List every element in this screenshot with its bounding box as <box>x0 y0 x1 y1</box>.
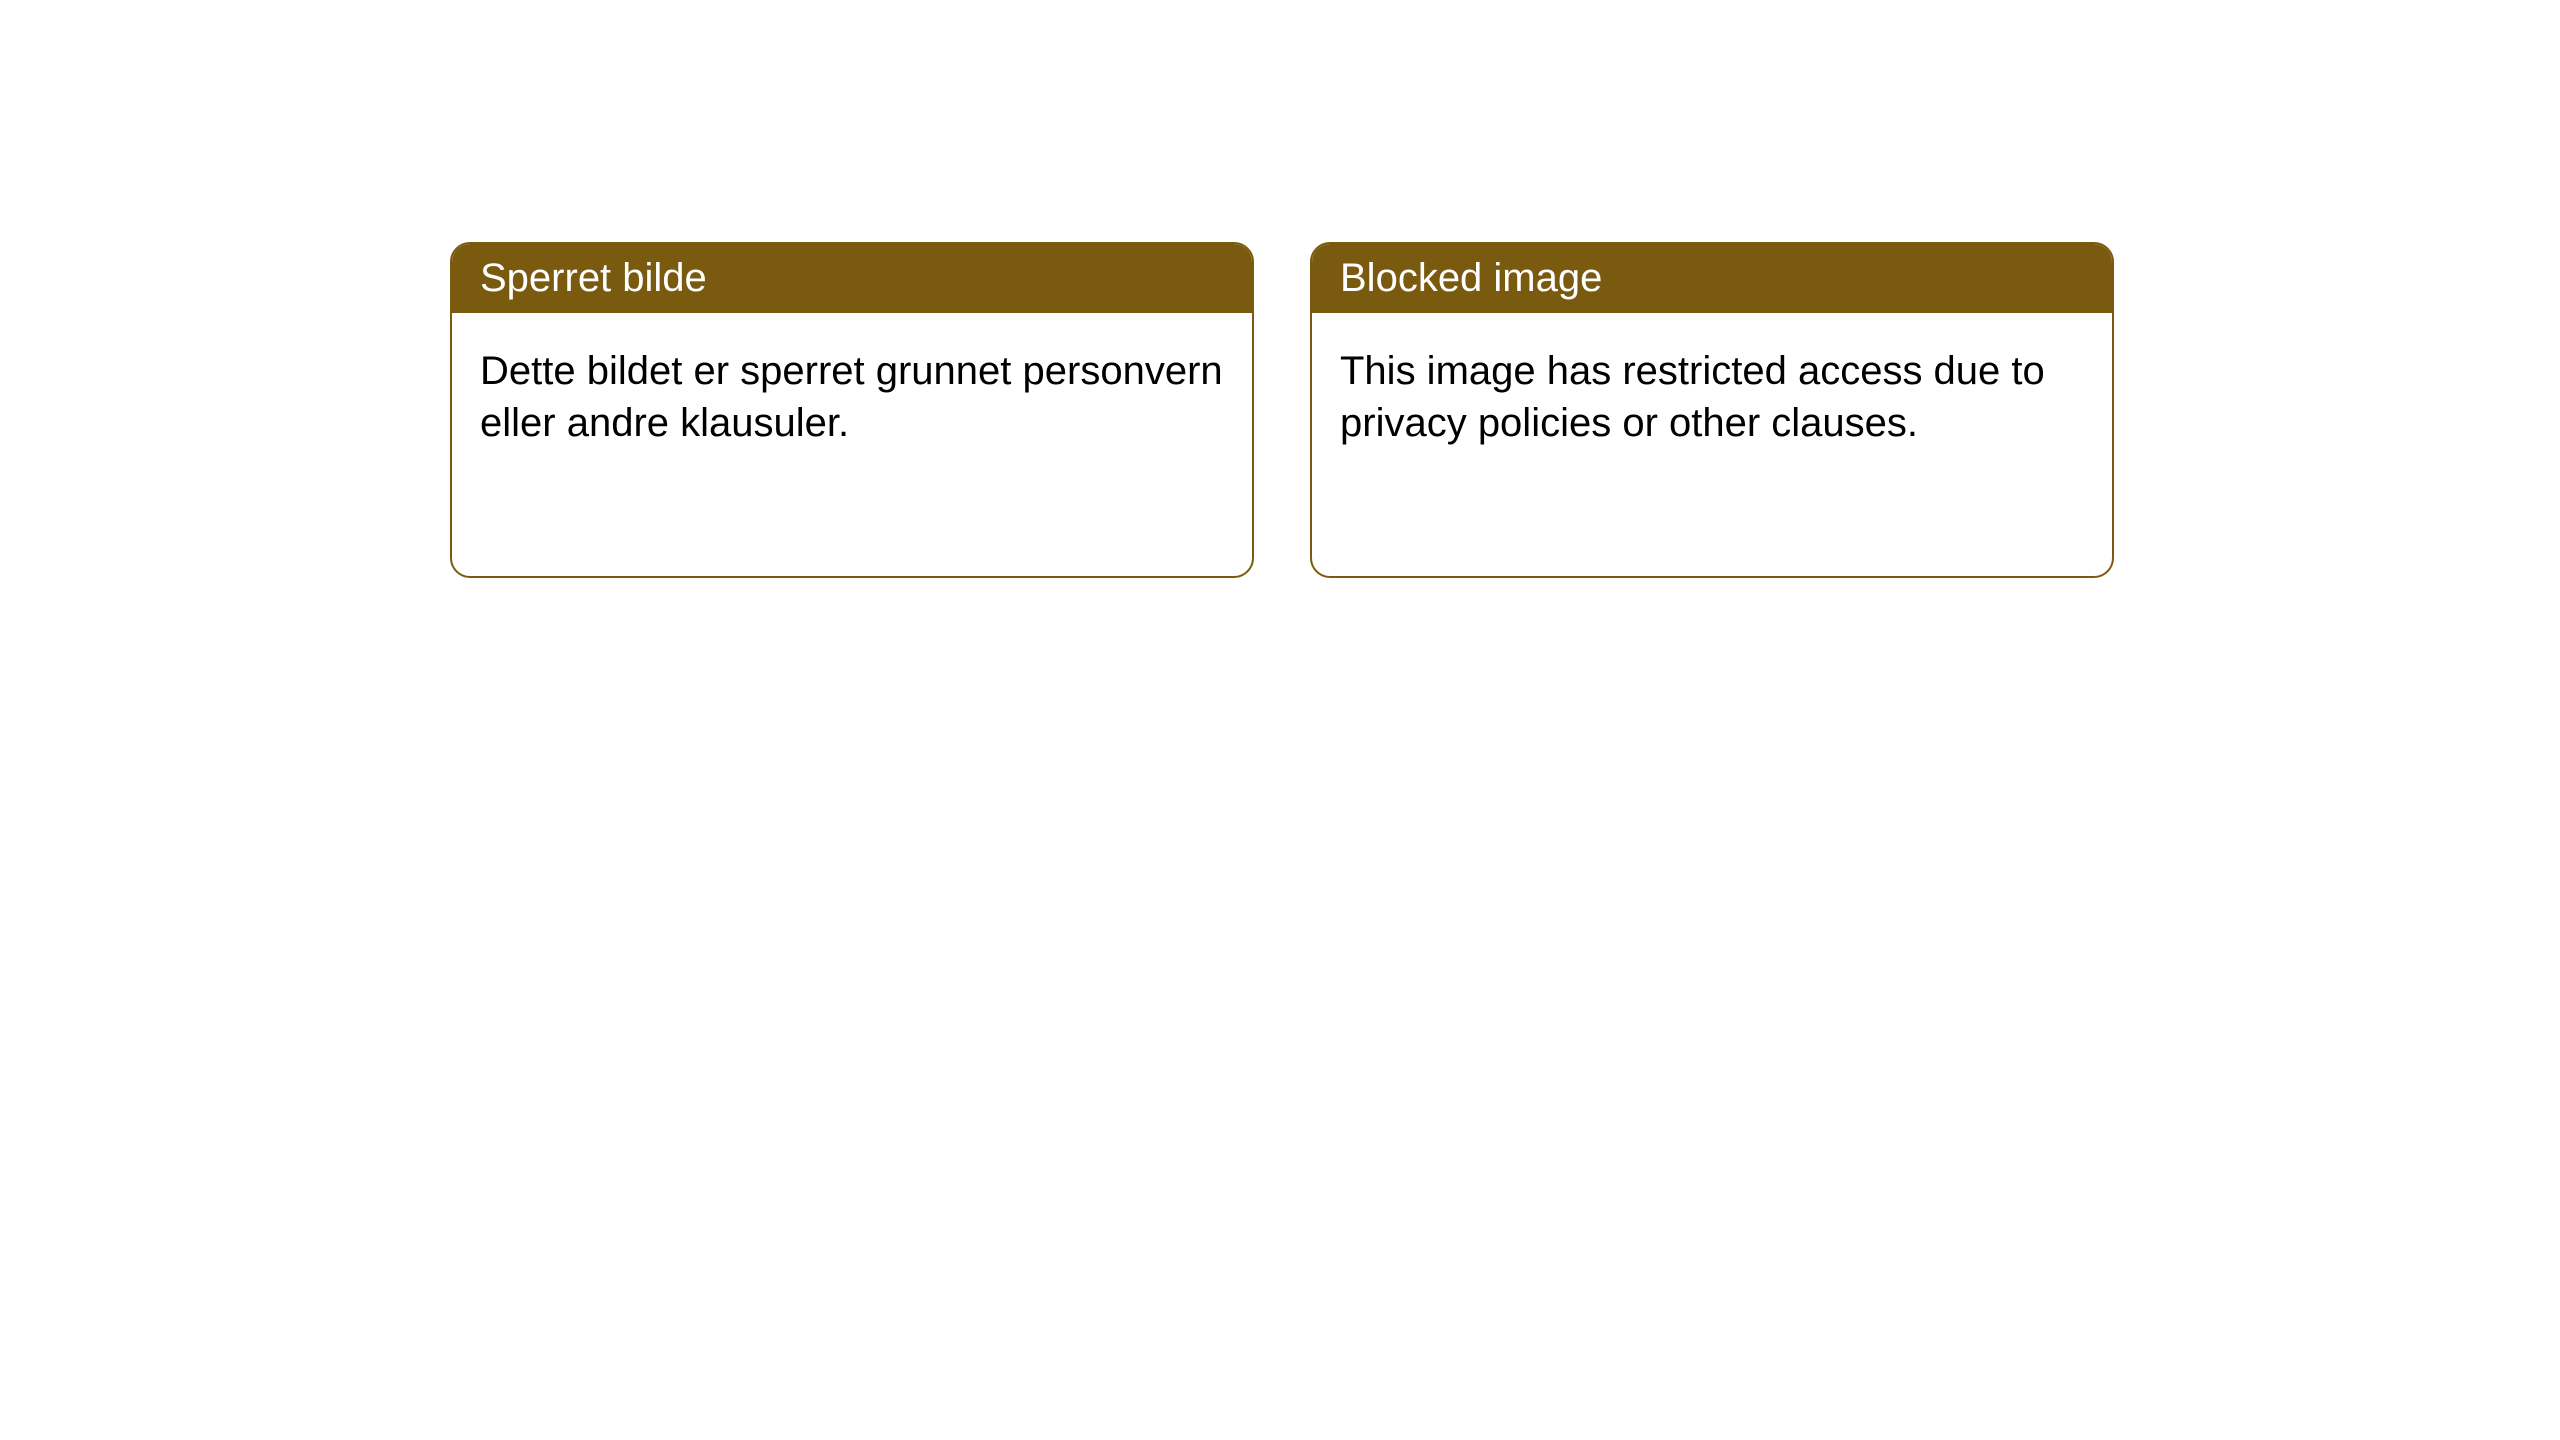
notice-title-english: Blocked image <box>1312 244 2112 313</box>
notice-title-norwegian: Sperret bilde <box>452 244 1252 313</box>
notice-container: Sperret bilde Dette bildet er sperret gr… <box>0 0 2560 578</box>
notice-body-norwegian: Dette bildet er sperret grunnet personve… <box>452 313 1252 481</box>
notice-body-english: This image has restricted access due to … <box>1312 313 2112 481</box>
notice-card-english: Blocked image This image has restricted … <box>1310 242 2114 578</box>
notice-card-norwegian: Sperret bilde Dette bildet er sperret gr… <box>450 242 1254 578</box>
